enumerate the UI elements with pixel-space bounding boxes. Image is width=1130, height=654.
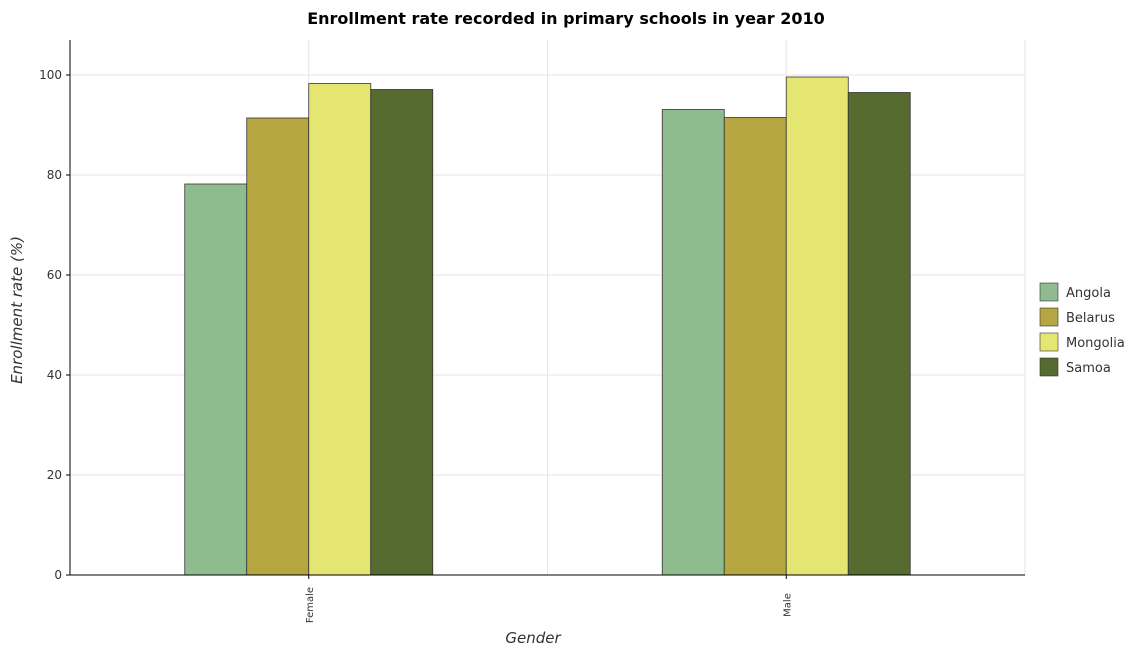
bars bbox=[184, 76, 911, 576]
legend-label-samoa: Samoa bbox=[1066, 361, 1111, 376]
y-tick-label: 0 bbox=[54, 568, 62, 582]
bar-samoa-male bbox=[847, 92, 911, 576]
y-ticks: 0 20 40 60 80 100 bbox=[39, 68, 70, 582]
bar-mongolia-female bbox=[308, 83, 372, 576]
legend-swatch-angola bbox=[1039, 282, 1059, 302]
x-ticks: Female Male bbox=[305, 575, 793, 623]
bar-angola-male bbox=[661, 109, 725, 576]
x-axis-label: Gender bbox=[505, 629, 561, 647]
legend-label-mongolia: Mongolia bbox=[1066, 336, 1125, 351]
legend-label-belarus: Belarus bbox=[1066, 311, 1115, 326]
chart-title: Enrollment rate recorded in primary scho… bbox=[307, 9, 825, 28]
x-tick-label-female: Female bbox=[305, 587, 316, 623]
legend-swatch-mongolia bbox=[1039, 332, 1059, 352]
y-axis-label: Enrollment rate (%) bbox=[8, 236, 26, 384]
legend-swatch-samoa bbox=[1039, 357, 1059, 377]
legend-swatch-belarus bbox=[1039, 307, 1059, 327]
bar-belarus-male bbox=[723, 117, 787, 576]
x-tick-label-male: Male bbox=[782, 593, 793, 617]
legend-label-angola: Angola bbox=[1066, 286, 1111, 301]
axes bbox=[69, 40, 1025, 576]
bar-samoa-female bbox=[370, 89, 434, 576]
bar-angola-female bbox=[184, 183, 248, 576]
bar-mongolia-male bbox=[785, 76, 849, 576]
y-tick-label: 80 bbox=[47, 168, 62, 182]
y-tick-label: 60 bbox=[47, 268, 62, 282]
legend: Angola Belarus Mongolia Samoa bbox=[1039, 282, 1125, 377]
bar-belarus-female bbox=[246, 117, 310, 576]
y-tick-label: 40 bbox=[47, 368, 62, 382]
y-tick-label: 100 bbox=[39, 68, 62, 82]
y-tick-label: 20 bbox=[47, 468, 62, 482]
